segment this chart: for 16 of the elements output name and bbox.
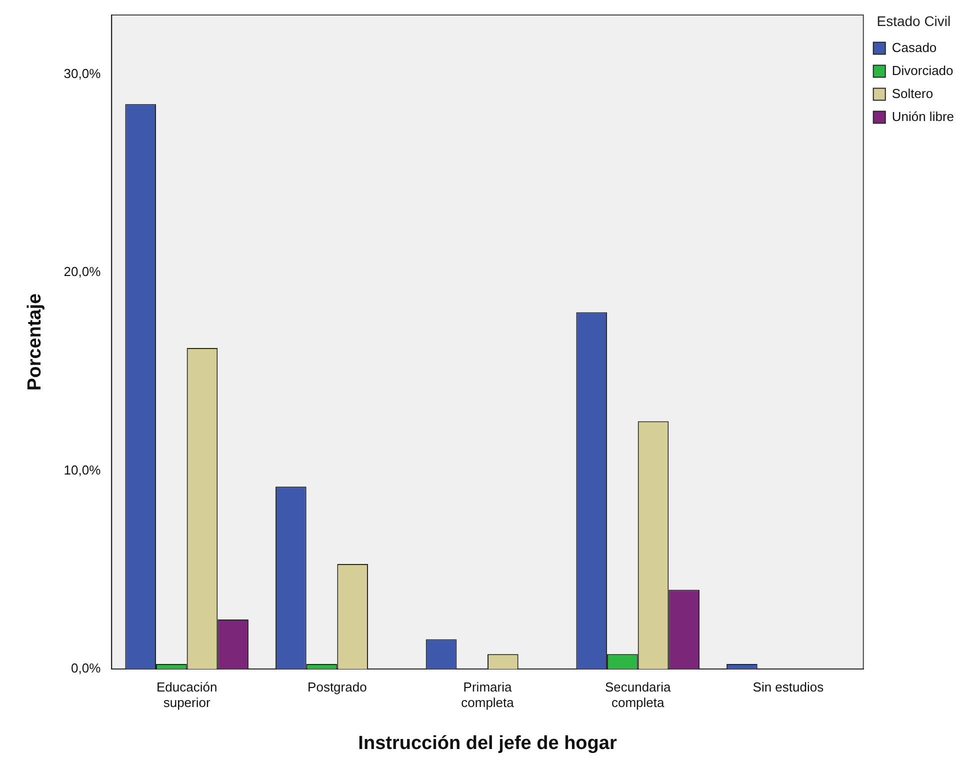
y-tick-label: 10,0% [64,462,102,478]
x-tick-label: Educación superior [156,679,218,710]
x-axis-title: Instrucción del jefe de hogar [358,732,618,754]
legend-label: Unión libre [892,108,954,124]
x-tick-label: Secundaria completa [604,679,672,710]
legend-title: Estado Civil [876,12,951,29]
x-tick-label: Postgrado [308,679,367,694]
y-tick-label: 20,0% [64,264,102,280]
x-tick-label: Sin estudios [752,679,824,694]
legend-label: Casado [892,40,937,55]
legend-label: Divorciado [892,62,954,78]
y-tick-label: 0,0% [71,660,102,676]
x-tick-label: Primaria completa [461,679,515,710]
y-tick-label: 30,0% [64,66,102,82]
y-axis-title: Porcentaje [24,293,46,391]
legend-label: Soltero [892,86,934,101]
